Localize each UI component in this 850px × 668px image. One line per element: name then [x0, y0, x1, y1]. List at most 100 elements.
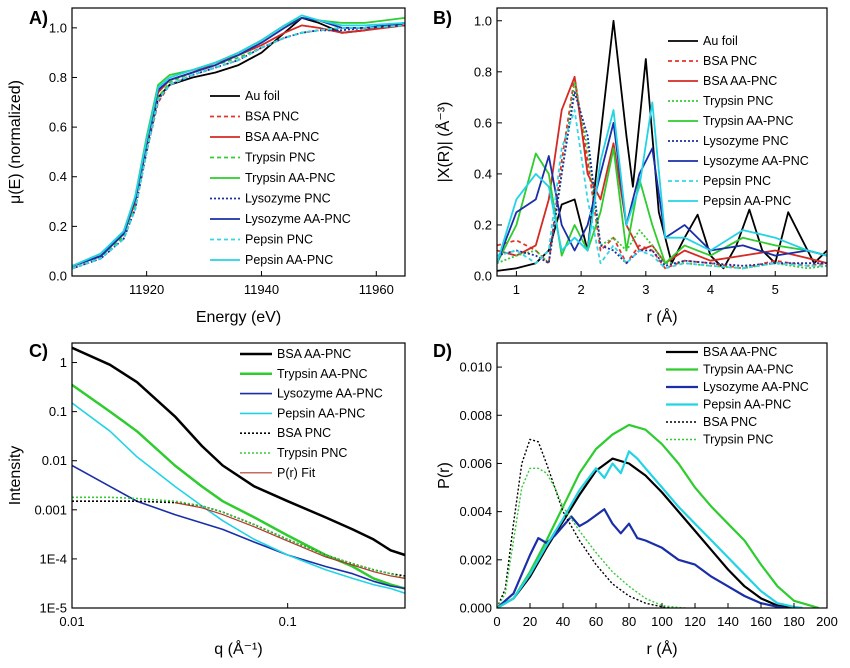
- legend-label-8: Pepsin AA-PNC: [245, 253, 333, 267]
- x-tick-label: 40: [556, 614, 570, 629]
- x-tick-label: 160: [750, 614, 772, 629]
- legend-label-7: Pepsin PNC: [703, 174, 771, 188]
- legend-label-2: Lysozyme AA-PNC: [277, 387, 383, 401]
- legend-label-2: BSA AA-PNC: [703, 74, 777, 88]
- x-tick-label: 3: [642, 282, 649, 297]
- series-line-1: [497, 423, 820, 608]
- y-tick-label: 0.2: [474, 217, 492, 232]
- x-axis-label: q (Å⁻¹): [214, 639, 262, 658]
- series-line-4: [497, 147, 827, 265]
- legend-label-8: Pepsin AA-PNC: [703, 194, 791, 208]
- legend-label-6: P(r) Fit: [277, 466, 316, 480]
- legend-label-7: Pepsin PNC: [245, 233, 313, 247]
- series-line-4: [497, 438, 671, 608]
- legend-label-0: BSA AA-PNC: [277, 347, 351, 361]
- legend-label-5: Trypsin PNC: [703, 433, 773, 447]
- legend-label-0: Au foil: [703, 34, 738, 48]
- x-tick-label: 100: [651, 614, 673, 629]
- legend-label-0: BSA AA-PNC: [703, 345, 777, 359]
- legend-label-4: BSA PNC: [277, 426, 331, 440]
- y-tick-label: 0.000: [459, 601, 492, 616]
- x-tick-label: 11920: [129, 282, 164, 297]
- legend: BSA AA-PNC Trypsin AA-PNC Lysozyme AA-PNC P…: [666, 345, 809, 447]
- x-tick-label: 5: [772, 282, 779, 297]
- series-group: [72, 14, 405, 270]
- legend-label-2: Lysozyme AA-PNC: [703, 380, 809, 394]
- x-tick-label: 11940: [244, 282, 279, 297]
- legend-label-4: Trypsin AA-PNC: [245, 171, 336, 185]
- legend-label-1: Trypsin AA-PNC: [277, 367, 368, 381]
- y-tick-label: 0.2: [49, 219, 67, 234]
- panel-letter: A): [29, 8, 48, 28]
- panel-a: 11920 11940 11960 0.0 0.2 0.4 0.6 0.8 1.0 Energy …: [7, 7, 406, 326]
- y-tick-label: 1E-4: [40, 551, 67, 566]
- plot-frame: [496, 7, 828, 277]
- legend-label-4: BSA PNC: [703, 415, 757, 429]
- series-line-1: [72, 383, 405, 590]
- series-group: [497, 423, 820, 608]
- y-tick-label: 0.002: [459, 552, 492, 567]
- y-tick-label: 0.4: [49, 169, 67, 184]
- legend-label-2: BSA AA-PNC: [245, 130, 319, 144]
- x-axis-label: r (Å): [646, 307, 677, 326]
- y-tick-label: 0.004: [459, 504, 492, 519]
- series-line-8: [72, 14, 405, 267]
- x-tick-label: 0.01: [59, 614, 84, 629]
- series-line-2: [497, 508, 786, 608]
- y-axis-label: Intensity: [7, 446, 24, 506]
- series-group: [497, 19, 827, 272]
- y-tick-label: 0.010: [459, 360, 492, 375]
- series-line-5: [497, 91, 827, 267]
- panel-b: 1 2 3 4 5 0.0 0.2 0.4 0.6 0.8 1.0 r (Å) |X(R)| (Å⁻³)…: [433, 7, 828, 326]
- legend-label-1: Trypsin AA-PNC: [703, 363, 794, 377]
- series-line-2: [72, 464, 405, 590]
- y-axis-label: P(r): [436, 462, 453, 489]
- y-axis-label: μ(E) (normalized): [7, 80, 24, 204]
- series-line-3: [72, 402, 405, 594]
- y-tick-label: 0.1: [49, 404, 67, 419]
- y-tick-label: 0.4: [474, 166, 492, 181]
- legend-label-5: Lysozyme PNC: [245, 192, 331, 206]
- legend-label-1: BSA PNC: [703, 54, 757, 68]
- x-tick-label: 2: [578, 282, 585, 297]
- series-line-0: [72, 346, 405, 557]
- x-axis-label: r (Å): [646, 639, 677, 658]
- y-tick-label: 0.8: [49, 70, 67, 85]
- plot-frame: [71, 7, 406, 277]
- series-group: [72, 346, 405, 594]
- x-tick-label: 60: [589, 614, 603, 629]
- x-tick-label: 140: [717, 614, 739, 629]
- y-tick-label: 0.0: [49, 269, 67, 284]
- legend-label-6: Lysozyme AA-PNC: [703, 154, 809, 168]
- x-tick-label: 120: [684, 614, 706, 629]
- legend-label-4: Trypsin AA-PNC: [703, 114, 794, 128]
- y-tick-label: 0.008: [459, 408, 492, 423]
- series-line-3: [497, 81, 827, 270]
- x-tick-label: 4: [707, 282, 714, 297]
- series-line-2: [72, 24, 405, 267]
- series-line-8: [497, 101, 827, 264]
- plot-frame: [71, 342, 406, 609]
- panel-letter: C): [29, 341, 48, 361]
- legend-label-0: Au foil: [245, 89, 280, 103]
- legend-label-5: Lysozyme PNC: [703, 134, 789, 148]
- y-tick-label: 0.001: [34, 502, 67, 517]
- legend: Au foil BSA PNC BSA AA-PNC Trypsin PNC Tryps…: [210, 89, 351, 267]
- series-line-5: [72, 24, 405, 270]
- legend-label-3: Trypsin PNC: [245, 151, 315, 165]
- y-tick-label: 0.6: [49, 120, 67, 135]
- series-line-1: [497, 76, 827, 270]
- x-tick-label: 11960: [359, 282, 394, 297]
- x-tick-label: 0: [493, 614, 500, 629]
- series-line-5: [72, 496, 405, 580]
- y-tick-label: 0.006: [459, 456, 492, 471]
- series-line-5: [497, 467, 687, 608]
- y-axis-label: |X(R)| (Å⁻³): [434, 102, 453, 183]
- x-tick-label: 200: [816, 614, 838, 629]
- y-tick-label: 0.6: [474, 115, 492, 130]
- legend: BSA AA-PNC Trypsin AA-PNC Lysozyme AA-PNC P…: [240, 347, 383, 480]
- legend-label-6: Lysozyme AA-PNC: [245, 212, 351, 226]
- legend-label-5: Trypsin PNC: [277, 446, 347, 460]
- y-tick-label: 0.0: [474, 269, 492, 284]
